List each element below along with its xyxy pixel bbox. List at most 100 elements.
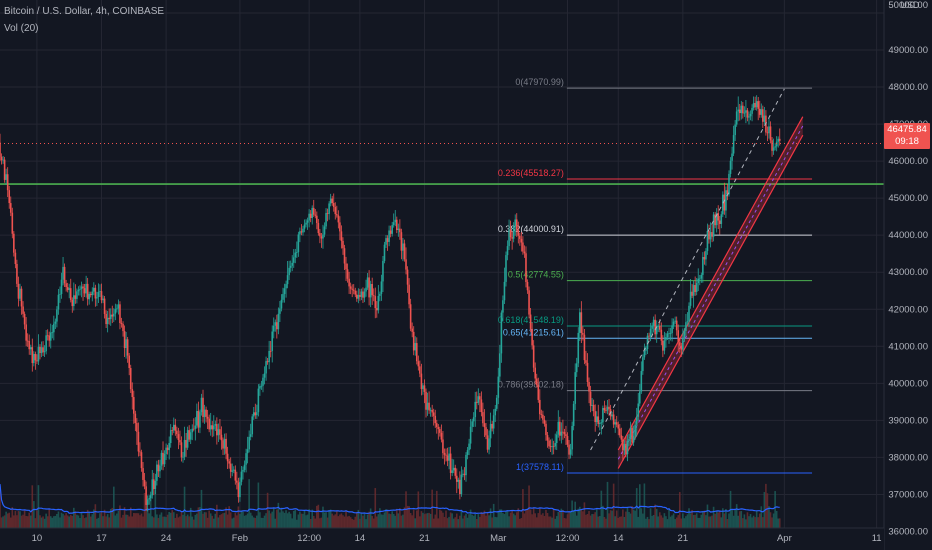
candle <box>408 278 410 309</box>
volume-bar <box>722 508 724 528</box>
time-tick-label: 24 <box>161 533 172 544</box>
candle-body <box>705 250 707 260</box>
volume-bar <box>260 517 263 528</box>
volume-bar <box>14 510 17 528</box>
volume-bar <box>406 505 409 528</box>
volume-bar <box>468 514 470 528</box>
candle <box>248 430 250 453</box>
candle-body <box>682 338 684 350</box>
candle <box>665 332 667 348</box>
candle <box>45 330 47 355</box>
volume-bar <box>395 508 398 528</box>
candle-body <box>475 401 478 403</box>
volume-bar <box>79 517 81 528</box>
volume-bar <box>180 512 183 528</box>
candle <box>323 222 326 238</box>
volume-bar <box>325 512 327 528</box>
trend-channel-upper[interactable] <box>617 116 804 451</box>
candle-body <box>391 225 393 234</box>
candle-body <box>179 440 181 443</box>
candle-body <box>334 206 337 215</box>
candle-body <box>732 135 735 154</box>
trend-channel-fill[interactable] <box>618 116 803 469</box>
price-axis[interactable]: 49000.0048000.0047000.0046000.0045000.00… <box>883 0 932 550</box>
candle <box>36 354 38 364</box>
candle-body <box>283 288 286 295</box>
candle-body <box>742 105 744 114</box>
candle <box>351 284 353 298</box>
volume-bar <box>189 507 192 528</box>
trend-channel-layer[interactable] <box>617 116 804 469</box>
volume-bar <box>152 517 155 528</box>
volume-bar <box>349 517 352 528</box>
candle <box>394 210 397 227</box>
volume-bar <box>240 510 243 528</box>
volume-bar <box>45 513 47 528</box>
price-tick-label: 45000.00 <box>888 193 928 204</box>
candle-body <box>572 403 575 426</box>
candle-body <box>559 421 561 436</box>
volume-bar <box>408 506 410 528</box>
candle-body <box>206 416 209 419</box>
volume-bar <box>611 510 613 528</box>
candle-body <box>209 425 212 430</box>
candle-body <box>471 421 473 427</box>
candle-body <box>437 427 440 430</box>
volume-bar <box>591 514 593 528</box>
volume-bar <box>434 514 437 528</box>
candle-body <box>397 228 400 231</box>
candle-body <box>399 228 401 233</box>
candle-body <box>368 277 370 298</box>
volume-bar <box>262 517 264 528</box>
volume-bar <box>314 518 317 528</box>
candle <box>189 429 192 445</box>
candle <box>395 216 398 234</box>
volume-bar <box>485 515 487 528</box>
trend-channel-lower[interactable] <box>617 134 804 469</box>
volume-bar <box>732 515 735 528</box>
volume-bar <box>209 513 212 528</box>
candle-body <box>305 222 307 225</box>
volume-bar <box>412 509 415 528</box>
candle <box>216 417 218 445</box>
volume-bar <box>283 512 286 528</box>
candle <box>180 436 183 462</box>
volume-bar <box>93 509 95 528</box>
candle <box>543 415 546 427</box>
candle-body <box>39 346 41 354</box>
candle <box>691 283 693 299</box>
candle-body <box>288 267 290 276</box>
candle <box>40 341 43 358</box>
candle-body <box>500 312 503 354</box>
candle <box>583 328 586 365</box>
candle <box>383 241 386 264</box>
volume-bar <box>206 517 209 528</box>
volume-bar <box>495 517 498 528</box>
volume-bar <box>469 509 472 528</box>
candle <box>116 304 118 313</box>
candle-body <box>597 416 600 424</box>
volume-bar <box>594 512 596 528</box>
symbol-title[interactable]: Bitcoin / U.S. Dollar, 4h, COINBASE <box>4 6 165 17</box>
time-tick-label: 14 <box>355 533 366 544</box>
candle <box>0 133 1 161</box>
volume-bar <box>583 502 586 528</box>
time-axis[interactable]: 10 17 24 Feb 12:00 14 21 Mar 12:00 14 21 Apr 11 <box>0 527 884 550</box>
candle <box>136 418 138 445</box>
volume-bar <box>512 513 515 528</box>
candle-body <box>359 294 361 297</box>
candle-body <box>325 213 327 227</box>
candle-body <box>22 306 24 314</box>
volume-indicator-label[interactable]: Vol (20) <box>4 23 39 34</box>
volume-bar <box>743 514 746 528</box>
volume-bar <box>765 483 767 528</box>
candle-body <box>168 443 170 451</box>
volume-bar <box>588 511 590 528</box>
volume-bar <box>483 510 486 528</box>
volume-bar <box>691 509 693 528</box>
candle <box>385 235 387 248</box>
volume-bar <box>417 491 420 528</box>
candle <box>77 286 80 296</box>
